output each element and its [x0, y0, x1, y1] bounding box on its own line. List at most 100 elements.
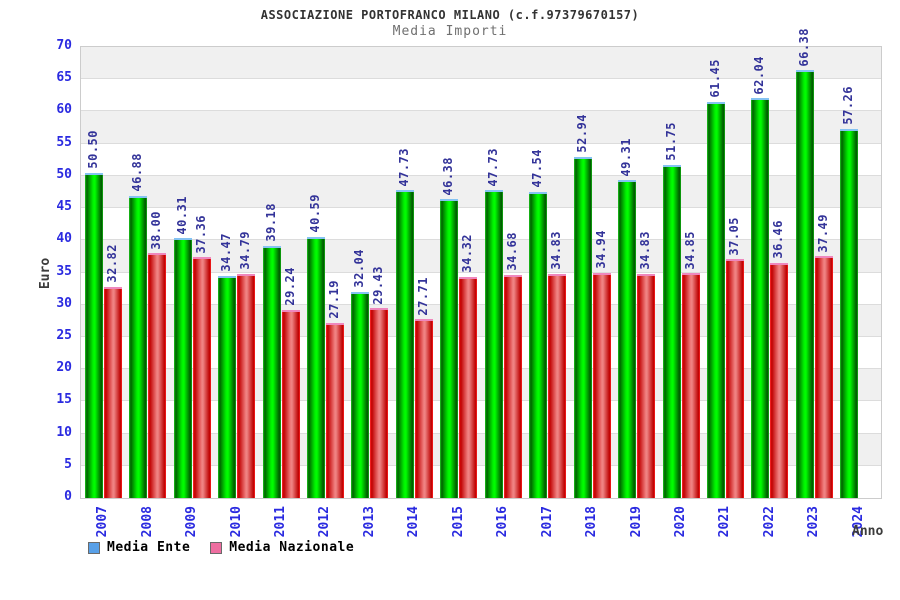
- bar-media-ente-2022: [751, 98, 770, 498]
- y-tick-label: 60: [56, 102, 72, 118]
- bar-value-label: 66.38: [796, 27, 811, 67]
- y-tick-label: 50: [56, 166, 72, 182]
- y-tick-label: 55: [56, 134, 72, 150]
- bar-value-label: 50.50: [85, 130, 100, 169]
- bar-media-nazionale-2018: [592, 272, 611, 498]
- bar-media-nazionale-2020: [681, 273, 700, 498]
- x-tick-label-2013: 2013: [361, 506, 377, 538]
- x-tick-label-2020: 2020: [673, 506, 688, 538]
- gridline: [81, 400, 881, 402]
- gridline: [81, 174, 881, 176]
- bar-media-nazionale-2013: [370, 308, 389, 498]
- bar-media-ente-2013: [351, 291, 370, 498]
- plot-band: [81, 465, 881, 498]
- gridline: [81, 142, 881, 144]
- bar-value-label: 47.73: [396, 147, 411, 187]
- gridline: [81, 239, 881, 241]
- x-tick-label-2010: 2010: [228, 506, 244, 538]
- gridline: [81, 78, 881, 80]
- bar-media-ente-2023: [795, 70, 814, 498]
- gridline: [81, 335, 881, 337]
- bar-media-nazionale-2021: [725, 259, 744, 498]
- bar-value-label: 34.83: [638, 230, 653, 270]
- legend: Media Ente Media Nazionale: [88, 540, 354, 555]
- y-tick-label: 40: [56, 231, 72, 247]
- gridline: [81, 303, 881, 305]
- bar-value-label: 61.45: [707, 59, 722, 99]
- bar-value-label: 32.82: [104, 243, 119, 283]
- bar-media-ente-2007: [84, 172, 103, 498]
- bar-value-label: 34.85: [682, 230, 697, 270]
- y-tick-label: 0: [64, 489, 72, 504]
- plot-band: [81, 208, 881, 241]
- bar-value-label: 38.00: [149, 210, 164, 250]
- bar-value-label: 37.49: [815, 213, 830, 253]
- x-tick-label-2012: 2012: [317, 506, 333, 538]
- bar-media-ente-2021: [706, 102, 725, 498]
- bar-value-label: 39.18: [263, 202, 278, 242]
- plot-band: [81, 369, 881, 402]
- bar-value-label: 32.04: [352, 248, 367, 288]
- bar-media-ente-2024: [840, 129, 859, 498]
- y-tick-label: 20: [56, 360, 72, 376]
- plot-band: [81, 175, 881, 209]
- plot-area: 50.50 32.82 2007 46.88 38.00 2008 40.31 37.36 20…: [80, 28, 882, 537]
- bar-value-label: 51.75: [663, 121, 678, 161]
- x-tick-label-2017: 2017: [539, 506, 555, 538]
- y-tick-label: 65: [56, 70, 72, 86]
- chart-title: ASSOCIAZIONE PORTOFRANCO MILANO (c.f.973…: [260, 8, 640, 22]
- bar-value-label: 52.94: [574, 114, 589, 153]
- gridline: [81, 432, 881, 434]
- bar-media-nazionale-2022: [770, 263, 789, 498]
- y-tick-label: 35: [56, 263, 72, 279]
- bar-value-label: 37.36: [193, 214, 208, 254]
- plot-band: [81, 143, 881, 176]
- x-tick-label-2016: 2016: [495, 506, 511, 538]
- x-tick-label-2015: 2015: [450, 506, 466, 538]
- bar-value-label: 40.59: [307, 193, 322, 233]
- plot-band: [81, 111, 881, 144]
- x-tick-label-2009: 2009: [184, 506, 200, 538]
- bar-value-label: 46.88: [130, 153, 145, 192]
- y-tick-label: 15: [56, 392, 72, 408]
- gridline: [81, 464, 881, 466]
- bar-media-ente-2012: [306, 236, 325, 498]
- legend-entry-media-nazionale: Media Nazionale: [210, 540, 354, 555]
- x-tick-label-2023: 2023: [806, 506, 822, 538]
- plot-band: [81, 433, 881, 466]
- plot-band: [81, 336, 881, 370]
- bar-value-label: 62.04: [752, 55, 767, 95]
- bar-media-nazionale-2014: [414, 319, 433, 498]
- chart-subtitle: Media Importi: [392, 24, 508, 39]
- legend-label-media-nazionale: Media Nazionale: [229, 540, 355, 555]
- bar-media-nazionale-2010: [237, 273, 256, 498]
- gridline: [81, 110, 881, 112]
- x-tick-label-2022: 2022: [761, 506, 777, 538]
- bar-media-ente-2011: [262, 245, 281, 498]
- bar-media-nazionale-2023: [814, 256, 833, 498]
- x-tick-label-2008: 2008: [139, 506, 155, 538]
- x-tick-label-2014: 2014: [406, 506, 422, 538]
- y-tick-label: 45: [56, 199, 72, 215]
- plot-band: [81, 401, 881, 434]
- bar-media-ente-2009: [173, 238, 192, 498]
- x-tick-label-2019: 2019: [628, 506, 644, 538]
- bar-media-ente-2010: [218, 275, 237, 498]
- bar-media-nazionale-2015: [459, 276, 478, 498]
- gridline: [81, 207, 881, 209]
- bar-media-nazionale-2009: [192, 257, 211, 498]
- bar-value-label: 47.54: [530, 149, 545, 188]
- bar-media-ente-2015: [440, 199, 459, 498]
- y-tick-label: 30: [56, 295, 72, 311]
- bar-media-nazionale-2012: [325, 322, 344, 498]
- x-tick-label-2021: 2021: [717, 506, 733, 538]
- bar-media-ente-2020: [662, 164, 681, 498]
- plot-band: [81, 240, 881, 273]
- y-tick-label: 70: [56, 38, 72, 53]
- bar-value-label: 57.26: [841, 86, 856, 126]
- plot-band: [81, 304, 881, 337]
- bar-media-nazionale-2016: [503, 274, 522, 498]
- plot-band: [81, 79, 881, 112]
- bar-value-label: 27.71: [415, 276, 430, 316]
